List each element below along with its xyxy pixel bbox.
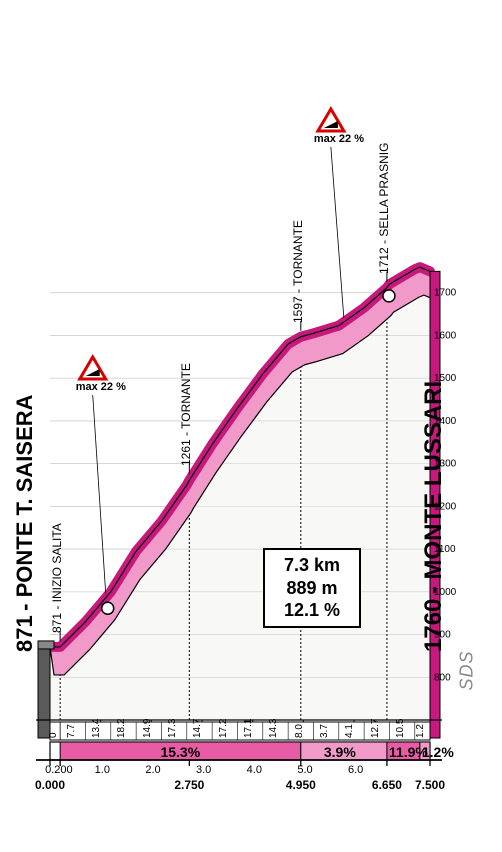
end-name: MONTE LUSSARI	[420, 381, 447, 580]
watermark: SDS	[456, 650, 477, 690]
grad-7: 17.2	[218, 719, 229, 738]
end-elev: 1760	[420, 599, 447, 652]
stats-gain: 889 m	[267, 577, 357, 600]
grad-15: 1.2	[415, 724, 426, 738]
max-grade-0: max 22 %	[76, 381, 126, 393]
km-major-1: 0.200	[45, 764, 73, 776]
km-major-2: 2.750	[174, 778, 204, 792]
km-major-0: 0.000	[35, 778, 65, 792]
avg-0: 15.3%	[160, 744, 200, 760]
grad-1: 7.7	[66, 724, 77, 738]
start-label: 871 - PONTE T. SAISERA	[12, 394, 38, 652]
grad-13: 12.7	[370, 719, 381, 738]
grad-8: 17.1	[243, 719, 254, 738]
grad-6: 14.7	[192, 719, 203, 738]
stats-box: 7.3 km 889 m 12.1 %	[263, 548, 361, 628]
stats-avg: 12.1 %	[267, 599, 357, 622]
start-elev: 871	[12, 615, 37, 652]
km-major-3: 4.950	[286, 778, 316, 792]
climb-profile: { "type": "climb-profile", "background_c…	[0, 0, 502, 852]
waypoint-2: 1597 - TORNANTE	[291, 220, 305, 323]
svg-text:1600: 1600	[434, 330, 457, 341]
grad-14: 10.5	[395, 719, 406, 738]
grad-5: 17.3	[167, 719, 178, 738]
km-tick-4: 4.0	[247, 764, 262, 776]
grad-0: 0	[48, 732, 59, 738]
km-tick-6: 6.0	[348, 764, 363, 776]
stats-distance: 7.3 km	[267, 554, 357, 577]
waypoint-0: 871 - INIZIO SALITA	[50, 523, 64, 633]
grad-12: 4.1	[344, 724, 355, 738]
km-major-4: 6.650	[372, 778, 402, 792]
waypoint-1: 1261 - TORNANTE	[179, 363, 193, 466]
start-name: PONTE T. SAISERA	[12, 394, 37, 597]
grad-4: 14.9	[142, 719, 153, 738]
end-label: 1760 - MONTE LUSSARI	[420, 381, 448, 652]
svg-text:800: 800	[434, 672, 451, 683]
avg-1: 3.9%	[324, 744, 356, 760]
svg-text:1700: 1700	[434, 288, 457, 299]
km-tick-3: 3.0	[196, 764, 211, 776]
grad-11: 3.7	[319, 724, 330, 738]
grad-3: 18.2	[116, 719, 127, 738]
grad-9: 14.3	[268, 719, 279, 738]
waypoint-3: 1712 - SELLA PRASNIG	[377, 142, 391, 273]
grad-2: 13.4	[91, 719, 102, 738]
km-major-5: 7.500	[415, 778, 445, 792]
grad-10: 8.0	[294, 724, 305, 738]
km-tick-5: 5.0	[297, 764, 312, 776]
max-grade-1: max 22 %	[314, 133, 364, 145]
km-tick-1: 1.0	[95, 764, 110, 776]
km-tick-2: 2.0	[145, 764, 160, 776]
avg-3: 1.2%	[422, 744, 454, 760]
